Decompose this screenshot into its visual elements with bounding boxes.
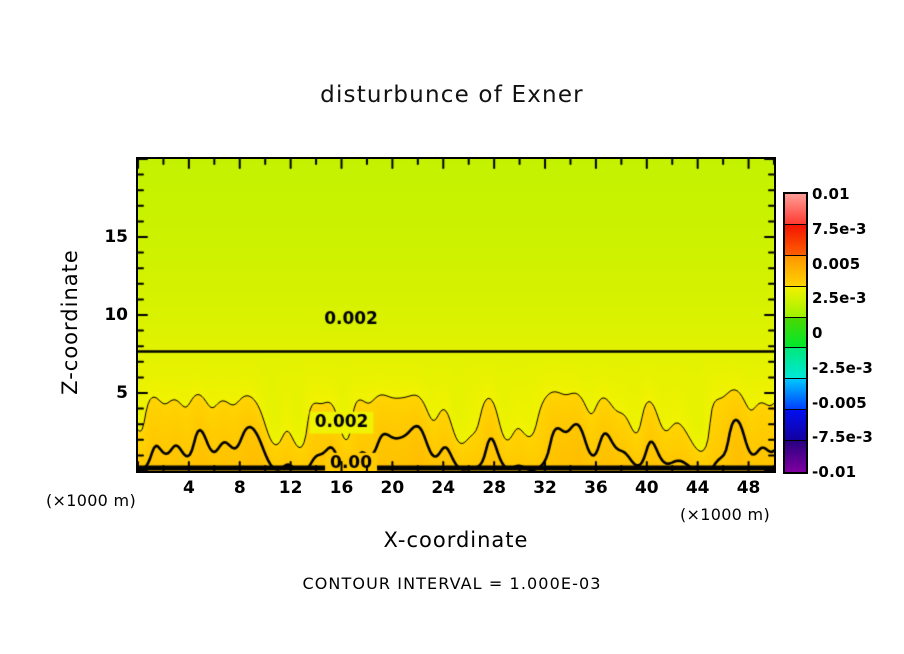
x-tick-label: 44 (685, 478, 710, 498)
colorbar-band (785, 255, 806, 287)
contour-plot-area (136, 157, 776, 473)
colorbar-tick-label: -2.5e-3 (812, 358, 874, 377)
x-tick-label: 40 (634, 478, 659, 498)
colorbar-band (785, 441, 806, 472)
x-tick-label: 24 (431, 478, 456, 498)
x-tick-label: 12 (278, 478, 303, 498)
colorbar-band (785, 410, 806, 441)
y-tick-label: 10 (104, 305, 128, 325)
x-tick-label: 36 (584, 478, 608, 498)
colorbar (783, 192, 808, 474)
colorbar-band (785, 317, 806, 349)
colorbar-band (785, 224, 806, 256)
colorbar-band (785, 286, 806, 318)
colorbar-tick-label: -0.01 (812, 463, 857, 481)
colorbar-tick-label: 7.5e-3 (812, 219, 867, 238)
colorbar-band (785, 379, 806, 411)
y-axis-tick-labels: 5 10 15 (84, 0, 128, 654)
colorbar-tick-label: -7.5e-3 (812, 428, 874, 447)
colorbar-tick-label: 0.005 (812, 254, 861, 273)
colorbar-band (785, 194, 806, 225)
colorbar-band (785, 348, 806, 380)
x-tick-label: 28 (482, 478, 506, 498)
x-tick-label: 4 (182, 478, 195, 498)
x-tick-label: 48 (736, 478, 761, 498)
colorbar-tick-label: 0 (812, 324, 823, 342)
contour-interval-label: CONTOUR INTERVAL = 1.000E-03 (302, 574, 602, 593)
x-tick-label: 20 (380, 478, 405, 498)
contour-field (138, 159, 774, 471)
x-tick-label: 8 (233, 478, 246, 498)
colorbar-tick-label: 0.01 (812, 185, 850, 203)
colorbar-tick-label: 2.5e-3 (812, 289, 867, 308)
x-tick-label: 32 (533, 478, 557, 498)
x-units-right-label: (×1000 m) (680, 505, 770, 524)
colorbar-tick-label: -0.005 (812, 393, 867, 412)
page-title: disturbunce of Exner (320, 82, 584, 108)
x-axis-title: X-coordinate (383, 528, 529, 552)
y-tick-label: 15 (104, 227, 128, 247)
x-tick-label: 16 (329, 478, 354, 498)
x-units-left-label: (×1000 m) (46, 491, 136, 510)
y-axis-title: Z-coordinate (58, 249, 82, 395)
y-tick-label: 5 (116, 383, 128, 403)
